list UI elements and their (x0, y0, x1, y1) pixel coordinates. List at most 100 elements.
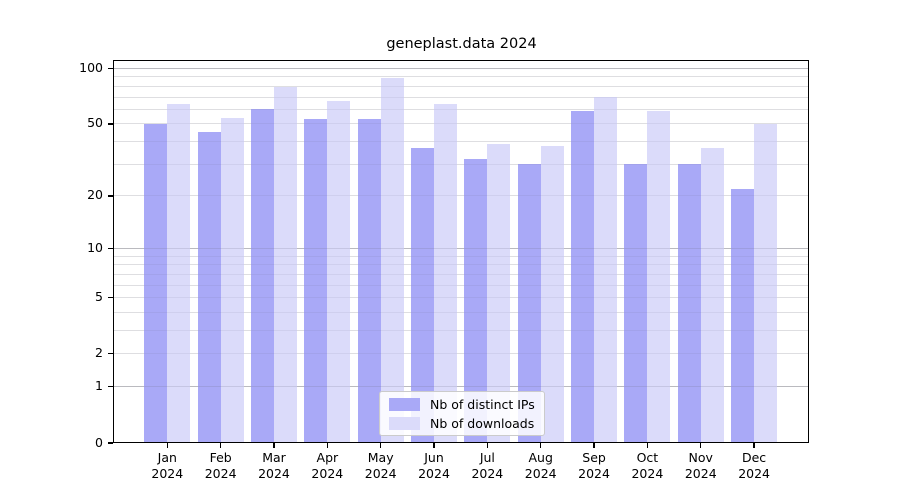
gridline-minor-overlay (113, 123, 810, 125)
bar-downloads (167, 104, 191, 443)
chart-title: geneplast.data 2024 (386, 36, 537, 52)
x-tick (326, 443, 328, 448)
legend-label-downloads: Nb of downloads (430, 415, 535, 431)
bar-distinct-ips (357, 119, 381, 443)
gridline-minor-overlay (113, 141, 810, 143)
x-tick-label: Oct 2024 (631, 450, 664, 481)
bar-downloads (700, 147, 724, 443)
gridline-minor-overlay (113, 330, 810, 331)
x-tick (486, 443, 488, 448)
bar-downloads (754, 123, 778, 443)
gridline-minor (113, 195, 810, 197)
gridline-minor-overlay (113, 108, 810, 110)
y-tick-label: 50 (87, 115, 103, 131)
x-tick (273, 443, 275, 448)
gridline-minor (113, 353, 810, 355)
y-tick (108, 297, 114, 299)
y-tick-label: 2 (95, 345, 103, 361)
bar-downloads (487, 143, 511, 443)
x-tick (433, 443, 435, 448)
y-tick (108, 67, 114, 70)
x-tick (166, 443, 168, 448)
bar-downloads (594, 97, 618, 443)
y-tick-label: 0 (95, 434, 103, 450)
plot-frame (113, 60, 810, 443)
gridline-minor-overlay (113, 76, 810, 78)
x-tick (593, 443, 595, 448)
gridline-minor-overlay (113, 195, 810, 197)
gridline-minor (113, 141, 810, 143)
x-tick (700, 443, 702, 448)
gridline-minor (113, 108, 810, 110)
bar-downloads (273, 87, 297, 443)
gridline-major (113, 386, 810, 388)
y-tick-label: 20 (87, 187, 103, 203)
gridline-minor (113, 163, 810, 165)
y-tick (108, 195, 114, 197)
gridline-minor (113, 96, 810, 98)
legend-item-distinct-ips: Nb of distinct IPs (389, 397, 544, 412)
gridline-minor-overlay (113, 255, 810, 257)
gridline-minor (113, 255, 810, 257)
legend-label-distinct-ips: Nb of distinct IPs (430, 396, 535, 412)
legend-swatch-downloads (389, 416, 420, 430)
gridline-major-overlay (113, 247, 810, 249)
x-tick-label: Sep 2024 (578, 450, 610, 481)
x-tick (540, 443, 542, 448)
y-tick-label: 10 (87, 239, 103, 255)
bar-distinct-ips (411, 147, 435, 443)
gridline-minor (113, 123, 810, 125)
gridline-minor-overlay (113, 353, 810, 355)
x-tick-label: Mar 2024 (258, 450, 290, 481)
y-tick-label: 5 (95, 289, 103, 305)
bar-downloads (434, 104, 458, 443)
bar-distinct-ips (517, 164, 541, 443)
x-tick-label: Aug 2024 (524, 450, 557, 481)
gridline-minor (113, 264, 810, 266)
gridline-minor (113, 297, 810, 299)
x-tick-label: Jan 2024 (151, 450, 184, 481)
legend: Nb of distinct IPs Nb of downloads (379, 391, 545, 436)
bar-distinct-ips (197, 132, 221, 443)
y-tick-label: 1 (95, 378, 103, 394)
gridline-major (113, 68, 810, 69)
x-tick (380, 443, 382, 448)
bar-downloads (647, 110, 671, 443)
legend-item-downloads: Nb of downloads (389, 416, 544, 431)
gridline-minor-overlay (113, 297, 810, 299)
x-tick (220, 443, 222, 448)
bar-distinct-ips (250, 109, 274, 443)
y-tick (108, 353, 114, 355)
y-tick (108, 247, 114, 249)
gridline-major-overlay (113, 68, 810, 69)
gridline-minor (113, 85, 810, 87)
x-tick (646, 443, 648, 448)
gridline-minor-overlay (113, 264, 810, 266)
gridline-minor-overlay (113, 96, 810, 98)
gridline-minor-overlay (113, 85, 810, 87)
bar-distinct-ips (624, 164, 648, 443)
gridline-minor-overlay (113, 311, 810, 313)
bar-downloads (380, 77, 404, 443)
bar-distinct-ips (677, 164, 701, 443)
x-tick-label: Jul 2024 (471, 450, 504, 481)
gridline-minor (113, 76, 810, 78)
gridline-minor-overlay (113, 163, 810, 165)
bar-downloads (220, 117, 244, 443)
bar-distinct-ips (464, 159, 488, 443)
bar-distinct-ips (304, 119, 328, 443)
gridline-major-overlay (113, 386, 810, 388)
x-tick-label: Apr 2024 (311, 450, 344, 481)
gridline-minor-overlay (113, 284, 810, 286)
y-tick (108, 123, 114, 125)
gridline-minor (113, 273, 810, 275)
y-tick (108, 442, 114, 444)
x-tick-label: Dec 2024 (738, 450, 770, 481)
legend-swatch-distinct-ips (389, 397, 420, 411)
x-tick-label: Nov 2024 (684, 450, 717, 481)
bar-distinct-ips (731, 188, 755, 443)
gridline-major (113, 247, 810, 249)
bar-downloads (327, 100, 351, 443)
gridline-minor (113, 311, 810, 313)
